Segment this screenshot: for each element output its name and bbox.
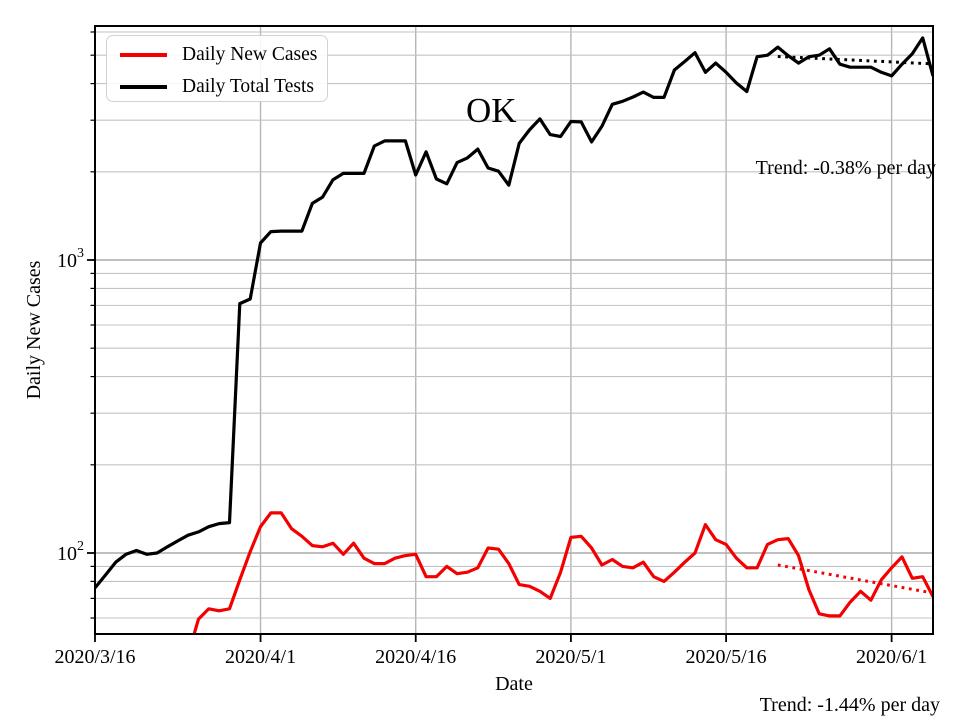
state-label-annotation: OK [466,91,517,130]
legend-item-daily-new-cases: Daily New Cases [120,44,327,66]
trend-label-total-tests: Trend: -0.38% per day [755,157,936,179]
x-tick-label: 2020/5/16 [686,646,767,668]
legend: Daily New Cases Daily Total Tests [106,35,328,102]
legend-label: Daily Total Tests [182,76,314,97]
x-tick-label: 2020/6/1 [856,646,927,668]
x-tick-label: 2020/4/1 [225,646,296,668]
trend-label-new-cases: Trend: -1.44% per day [759,694,940,716]
series-line-daily-new-cases [192,511,933,634]
x-tick-label: 2020/5/1 [535,646,606,668]
axes-spines [94,25,934,635]
y-tick-label: 103 [57,246,84,272]
y-axis-label: Daily New Cases [23,260,45,399]
x-tick-label: 2020/3/16 [54,646,135,668]
legend-label: Daily New Cases [182,44,318,65]
trend-line-daily-new-cases [777,563,933,595]
legend-item-daily-total-tests: Daily Total Tests [120,76,327,98]
legend-line-sample [120,85,167,89]
y-tick-label: 102 [57,539,84,565]
legend-line-sample [120,53,167,57]
ticks [87,31,893,642]
series-group [95,36,933,634]
series-line-daily-total-tests [95,36,933,589]
x-axis-label: Date [495,673,533,695]
x-tick-label: 2020/4/16 [375,646,456,668]
